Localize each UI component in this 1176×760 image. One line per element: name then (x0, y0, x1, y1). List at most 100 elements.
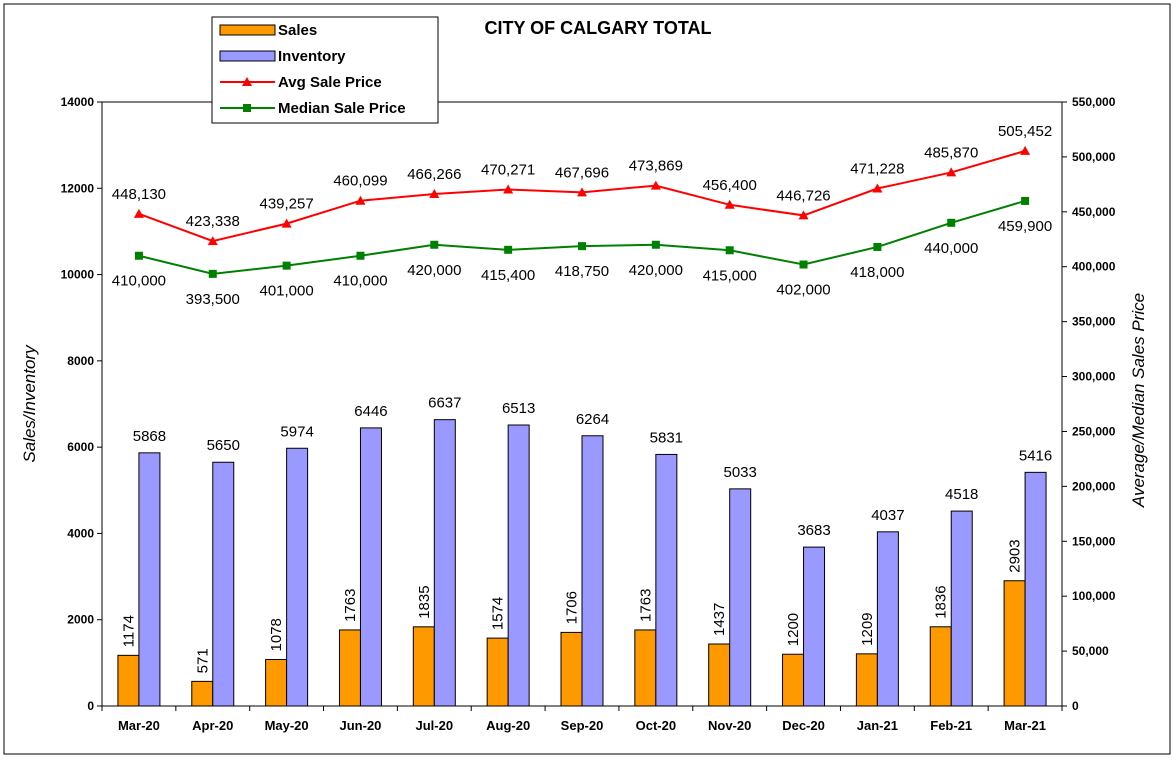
y2-axis-tick-label: 150,000 (1072, 534, 1116, 548)
avg-sale-price-data-label: 470,271 (481, 162, 535, 179)
legend-label-median-sale-price: Median Sale Price (278, 100, 406, 117)
sales-data-label: 1174 (120, 615, 137, 647)
y2-axis-tick-label: 400,000 (1072, 260, 1116, 274)
y2-axis-tick-label: 100,000 (1072, 589, 1116, 603)
inventory-bar (655, 453, 678, 707)
sales-bar (708, 643, 731, 707)
y2-axis-tick-label: 0 (1072, 699, 1079, 713)
inventory-data-label: 5033 (724, 464, 757, 481)
sales-bar (338, 629, 361, 707)
y2-axis-tick-label: 350,000 (1072, 315, 1116, 329)
legend-swatch-sales (219, 24, 276, 36)
median-sale-price-point (725, 246, 734, 255)
legend-label-sales: Sales (278, 22, 317, 39)
x-axis-tick-label: Oct-20 (636, 718, 676, 733)
x-axis-tick-label: May-20 (265, 718, 309, 733)
y-axis-title: Sales/Inventory (20, 344, 39, 463)
y-axis-tick-label: 10000 (61, 268, 95, 282)
median-sale-price-data-label: 415,400 (481, 267, 535, 284)
inventory-data-label: 5831 (650, 429, 683, 446)
sales-data-label: 1706 (564, 591, 581, 624)
median-sale-price-data-label: 418,000 (850, 264, 904, 281)
median-sale-price-data-label: 440,000 (924, 240, 978, 257)
x-axis-tick-label: Jan-21 (857, 718, 898, 733)
median-sale-price-point (504, 245, 513, 254)
sales-bar (782, 653, 805, 707)
chart-title: CITY OF CALGARY TOTAL (484, 18, 711, 38)
inventory-bar (359, 427, 382, 707)
inventory-bar (950, 510, 973, 707)
avg-sale-price-point (577, 187, 587, 197)
median-sale-price-point (356, 251, 365, 260)
legend-label-avg-sale-price: Avg Sale Price (278, 74, 382, 91)
y-axis-tick-label: 14000 (61, 95, 95, 109)
median-sale-price-data-label: 415,000 (703, 267, 757, 284)
avg-sale-price-point (872, 183, 883, 193)
median-sale-price-point (430, 240, 439, 249)
sales-data-label: 1078 (268, 618, 285, 651)
x-axis-tick-label: Feb-21 (930, 718, 972, 733)
sales-bar (1003, 580, 1026, 707)
sales-data-label: 1836 (933, 585, 950, 618)
inventory-data-label: 6513 (502, 400, 535, 417)
avg-sale-price-point (207, 236, 218, 246)
median-sale-price-point (208, 269, 217, 278)
inventory-bar (803, 546, 826, 707)
sales-data-label: 1200 (785, 613, 802, 646)
legend-swatch-inventory (219, 50, 276, 62)
median-sale-price-data-label: 459,900 (998, 218, 1052, 235)
avg-sale-price-data-label: 439,257 (259, 196, 313, 213)
avg-sale-price-point (355, 195, 366, 205)
inventory-bar (1024, 471, 1047, 707)
x-axis-tick-label: Apr-20 (192, 718, 233, 733)
y2-axis-tick-label: 450,000 (1072, 205, 1116, 219)
sales-bar (117, 654, 140, 707)
avg-sale-price-data-label: 505,452 (998, 123, 1052, 140)
median-sale-price-data-label: 410,000 (333, 273, 387, 290)
y-axis-tick-label: 2000 (67, 613, 94, 627)
inventory-data-label: 3683 (797, 522, 830, 539)
median-sale-price-data-label: 393,500 (186, 291, 240, 308)
x-axis-tick-label: Nov-20 (708, 718, 751, 733)
sales-bar (560, 631, 583, 707)
sales-data-label: 1763 (637, 589, 654, 622)
avg-sale-price-point (650, 180, 661, 190)
avg-sale-price-data-label: 466,266 (407, 166, 461, 183)
median-sale-price-point (578, 242, 586, 251)
median-sale-price-data-label: 418,750 (555, 263, 609, 280)
x-axis-tick-label: Aug-20 (486, 718, 530, 733)
y2-axis-tick-label: 50,000 (1072, 644, 1109, 658)
y2-axis-tick-label: 550,000 (1072, 95, 1116, 109)
inventory-data-label: 5974 (280, 423, 313, 440)
avg-sale-price-point (946, 167, 957, 177)
inventory-data-label: 5868 (133, 428, 166, 445)
legend-marker-median-sale-price (243, 104, 251, 112)
sales-data-label: 1763 (342, 589, 359, 622)
legend-label-inventory: Inventory (278, 48, 346, 65)
median-sale-price-point (873, 242, 882, 251)
avg-sale-price-data-label: 446,726 (776, 187, 830, 204)
median-sale-price-point (799, 260, 808, 269)
median-sale-price-point (282, 261, 291, 270)
avg-sale-price-data-label: 448,130 (112, 186, 166, 203)
inventory-data-label: 6446 (354, 403, 387, 420)
avg-sale-price-data-label: 467,696 (555, 164, 609, 181)
inventory-bar (138, 452, 161, 707)
sales-data-label: 1835 (416, 585, 433, 618)
y-axis-tick-label: 6000 (67, 440, 94, 454)
inventory-bar (729, 488, 752, 707)
sales-data-label: 1209 (859, 612, 876, 645)
y2-axis-tick-label: 250,000 (1072, 424, 1116, 438)
avg-sale-price-data-label: 471,228 (850, 161, 904, 178)
y-axis-tick-label: 12000 (61, 181, 95, 195)
median-sale-price-data-label: 401,000 (259, 283, 313, 300)
avg-sale-price-point (798, 210, 809, 220)
sales-bar (412, 626, 435, 707)
median-sale-price-point (947, 218, 956, 227)
inventory-bar (286, 447, 309, 707)
inventory-data-label: 6264 (576, 411, 609, 428)
inventory-data-label: 5650 (207, 437, 240, 454)
avg-sale-price-data-label: 423,338 (186, 213, 240, 230)
x-axis-tick-label: Jun-20 (340, 718, 382, 733)
